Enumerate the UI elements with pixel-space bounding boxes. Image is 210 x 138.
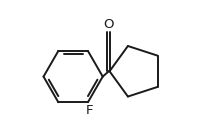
Text: O: O (104, 18, 114, 31)
Text: F: F (86, 104, 93, 117)
